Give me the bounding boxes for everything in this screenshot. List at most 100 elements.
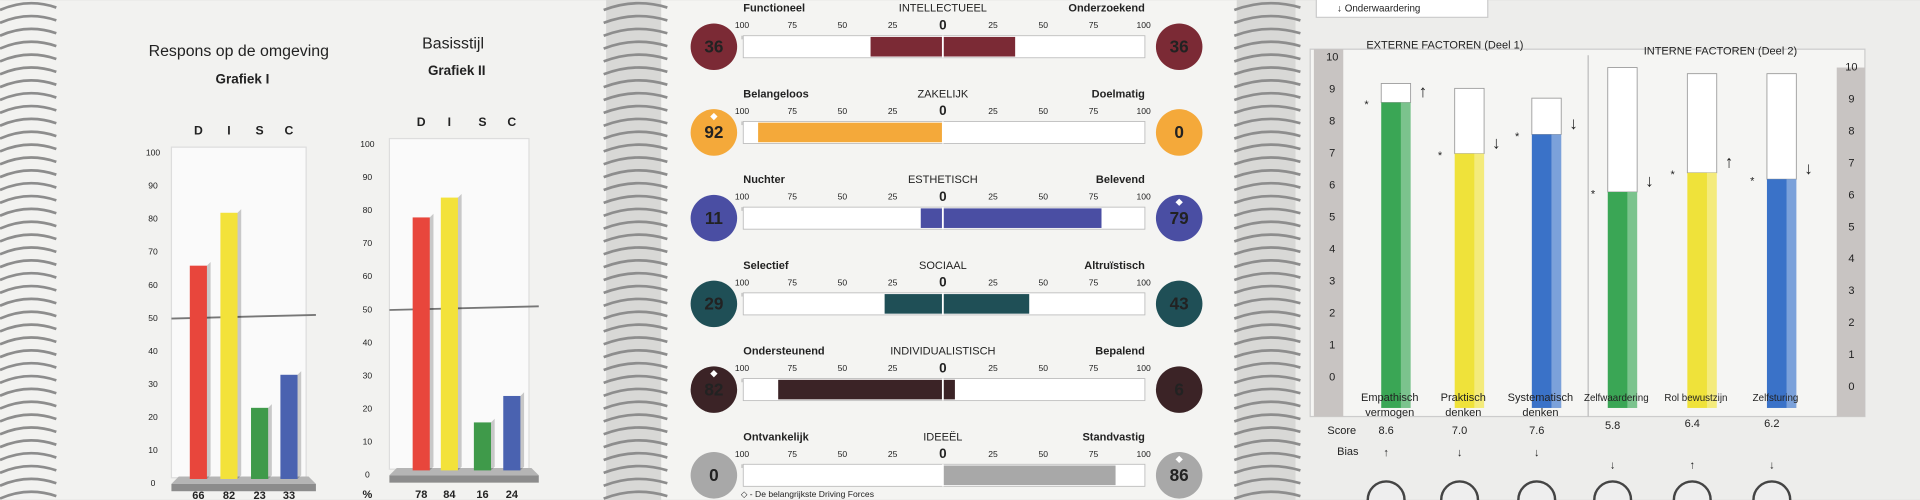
tick-label: 25 [988,20,998,30]
score-label: 5.8 [1605,420,1620,432]
spiral-ring [603,464,668,475]
bar-side [206,262,211,479]
spiral-ring [603,271,668,282]
spiral-ring [0,426,57,436]
spiral-ring [603,310,668,320]
spiral-ring [603,53,668,63]
tick-label: 50 [1038,192,1048,202]
score-label: 6.2 [1764,418,1779,430]
spiral-ring [603,130,668,140]
score: 36 [1170,36,1189,56]
bar-shade [1786,179,1797,408]
spiral-ring [0,284,57,295]
score: 29 [704,294,723,314]
tick-label: 75 [787,449,797,459]
spiral-ring [1233,117,1301,127]
y-tick-label: 0 [1329,371,1335,383]
score-circle [1155,452,1203,499]
tick-label: 0 [939,17,946,32]
score-heading: Score [1327,425,1356,437]
floor [171,476,316,484]
bias: ↓ [1769,459,1775,471]
group-title: INTERNE FACTOREN (Deel 2) [1644,46,1797,58]
score-circle [1155,109,1203,156]
spiral-ring [603,194,668,205]
spiral-ring [0,156,57,166]
spiral-ring [0,143,57,153]
tick-label: 100 [735,106,750,116]
tick-label: 50 [838,363,848,373]
bar-box [1454,87,1485,155]
y-tick-label: 60 [148,280,158,290]
score-circle [690,23,738,70]
right-label: Doelmatig [1092,88,1145,100]
bar-shade [1400,102,1411,408]
score: 79 [1170,208,1189,228]
tick-label: 75 [1089,20,1099,30]
spiral-ring [603,91,668,102]
right-label: Bepalend [1095,346,1145,358]
row-title: ZAKELIJK [917,88,968,100]
star: * [1364,99,1369,111]
spiral-ring [0,220,57,230]
spiral-ring [0,79,57,89]
spiral-ring [603,14,668,25]
spiral-ring [1233,297,1301,307]
spiral-ring [603,348,668,359]
tick-label: 25 [988,277,998,287]
tick-label: 25 [888,192,898,202]
y-tick-label: 30 [148,379,158,389]
bar [1766,179,1797,408]
middle-sheet [661,0,1237,500]
y-tick-label: 40 [363,337,373,347]
score: 82 [704,379,723,399]
y-tick-label: 8 [1329,116,1335,128]
spiral-ring [603,40,668,50]
star: * [1438,150,1443,162]
factor-label: Empathisch [1361,392,1419,404]
tick-label: 100 [735,277,750,287]
key-diamond [1175,198,1183,206]
spiral-ring [603,246,668,256]
bias: ↓ [1534,447,1540,459]
spiral-ring [0,207,57,217]
spiral-ring [603,181,668,192]
score-circle [690,280,738,328]
tick-label: 0 [939,360,946,375]
spiral-ring [1233,361,1301,372]
tick-label: 25 [888,449,898,459]
spiral-ring [1233,207,1301,217]
tick-label: 25 [888,363,898,373]
spiral-ring [0,387,57,397]
tick-label: 75 [787,363,797,373]
spiral-ring [1233,284,1301,295]
spiral-ring [0,490,57,500]
bar [280,374,298,479]
spiral-ring [0,27,57,37]
tick-label: 25 [988,106,998,116]
spiral-ring [0,181,57,192]
score-circle [1155,280,1203,328]
category-label: D [417,115,426,129]
spiral-ring [603,104,668,115]
spiral-ring [0,439,57,449]
y-tick-label: 80 [363,205,373,215]
y-tick-label: 1 [1329,339,1335,351]
star: * [1515,131,1520,143]
spiral-ring [0,271,57,282]
bar-shade [1706,172,1717,408]
spiral-ring [603,426,668,436]
y2-tick-label: 2 [1848,317,1854,329]
score-circle [690,194,738,242]
spiral-ring [1233,14,1301,25]
bar [412,217,430,471]
spiral-ring [0,259,57,269]
spiral-ring [603,233,668,243]
spiral-ring [603,66,668,76]
spiral-ring [0,336,57,346]
spiral-ring [0,451,57,462]
bar-side [297,371,302,479]
right-label: Belevend [1096,174,1145,186]
spiral-ring [1233,181,1301,192]
